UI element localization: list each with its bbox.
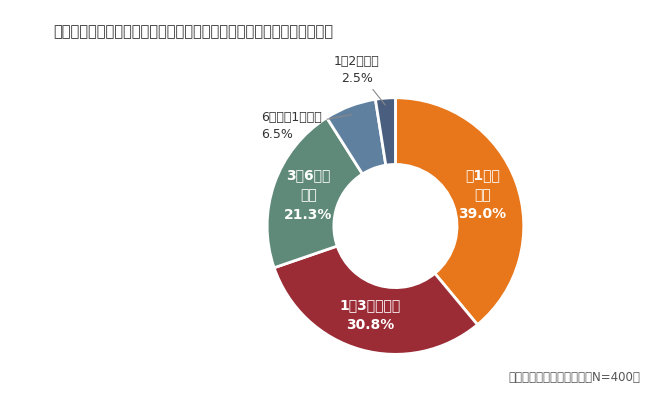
Text: 〜1ヶ月
未満
39.0%: 〜1ヶ月 未満 39.0% — [458, 168, 506, 221]
Wedge shape — [274, 246, 477, 354]
Wedge shape — [395, 98, 524, 325]
Wedge shape — [376, 98, 395, 165]
Text: 6ヶ月〜1年未満
6.5%: 6ヶ月〜1年未満 6.5% — [261, 111, 351, 141]
Text: マンパワーグループ調べ（N=400）: マンパワーグループ調べ（N=400） — [508, 371, 640, 384]
Text: 転職活動を始めてから内定が出るまでの期間は、どのくらいでしたか？: 転職活動を始めてから内定が出るまでの期間は、どのくらいでしたか？ — [53, 24, 333, 39]
Text: 1〜3ヶ月未満
30.8%: 1〜3ヶ月未満 30.8% — [340, 298, 401, 332]
Wedge shape — [327, 99, 386, 174]
Text: 3〜6ヶ月
未満
21.3%: 3〜6ヶ月 未満 21.3% — [284, 168, 333, 222]
Wedge shape — [267, 118, 362, 268]
Text: 1〜2年未満
2.5%: 1〜2年未満 2.5% — [334, 54, 385, 105]
